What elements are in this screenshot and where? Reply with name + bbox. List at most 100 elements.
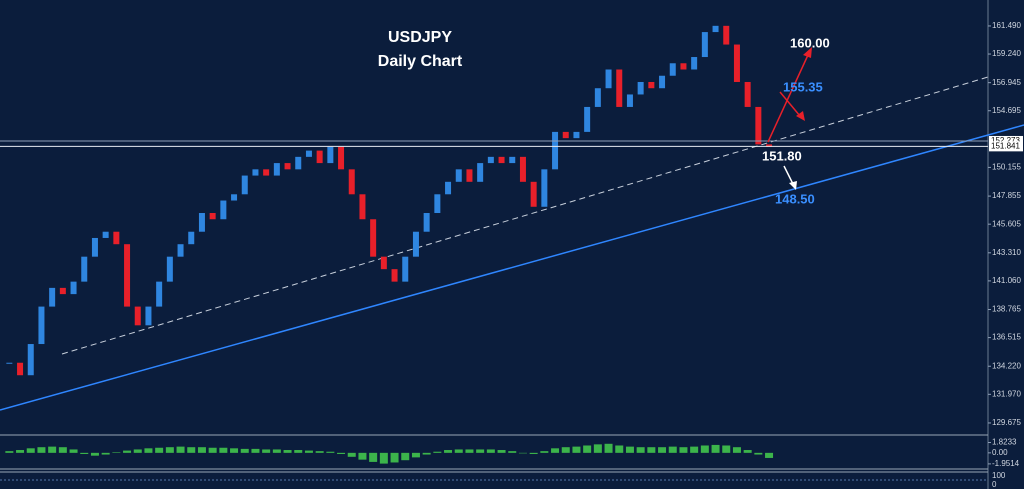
macd-bar <box>540 451 549 453</box>
macd-bar <box>240 448 249 453</box>
trend-line-dashed <box>61 76 989 355</box>
level-box <box>989 135 1023 146</box>
macd-bar <box>722 445 731 453</box>
macd-bar <box>401 452 410 461</box>
candle <box>113 231 120 245</box>
macd-bar <box>615 445 624 453</box>
macd-bar <box>294 450 303 453</box>
y-tick-label: 0.00 <box>992 448 1008 457</box>
candle <box>198 213 205 232</box>
y-tick-label: 134.220 <box>992 361 1021 370</box>
candle <box>188 231 195 245</box>
candle <box>701 32 708 58</box>
arrow <box>779 91 801 117</box>
y-tick-label: 150.155 <box>992 163 1021 172</box>
candle <box>712 25 719 33</box>
level-box <box>989 141 1023 152</box>
arrow <box>783 165 794 185</box>
candle <box>637 81 644 95</box>
macd-bar <box>165 447 174 453</box>
candle <box>594 88 601 107</box>
level-label: 151.841 <box>991 141 1020 150</box>
macd-bar <box>444 450 453 453</box>
candle <box>605 69 612 89</box>
macd-bar <box>508 451 517 453</box>
candle <box>316 150 323 164</box>
macd-bar <box>700 445 709 453</box>
macd-bar <box>369 452 378 462</box>
macd-bar <box>497 450 506 453</box>
candle <box>134 306 141 326</box>
candle <box>209 213 216 220</box>
candle <box>659 75 666 89</box>
macd-bar <box>112 452 121 453</box>
macd-bar <box>262 449 271 453</box>
candle <box>327 146 334 164</box>
y-tick-label: -1.9514 <box>992 459 1020 468</box>
candle <box>445 181 452 195</box>
macd-bar <box>304 450 313 453</box>
candle <box>541 169 548 207</box>
candle <box>402 256 409 282</box>
candle <box>305 150 312 157</box>
macd-bar <box>551 448 560 453</box>
macd-bar <box>37 447 46 453</box>
arrow-head <box>796 111 805 121</box>
pane-label: 100 <box>992 471 1006 480</box>
arrow-head <box>803 47 812 58</box>
macd-bar <box>230 448 239 453</box>
macd-bar <box>155 447 164 453</box>
chart-subtitle: Daily Chart <box>378 53 463 70</box>
candle <box>434 194 441 214</box>
macd-bar <box>486 449 495 453</box>
candle <box>509 156 516 164</box>
macd-bar <box>604 443 613 453</box>
y-tick-label: 147.855 <box>992 191 1021 200</box>
y-tick-label: 156.945 <box>992 78 1021 87</box>
candle <box>498 156 505 164</box>
candle <box>626 94 633 107</box>
candle <box>648 81 655 89</box>
macd-bar <box>347 452 356 457</box>
macd-bar <box>144 448 153 453</box>
candle <box>102 231 109 238</box>
y-tick-label: 129.675 <box>992 418 1021 427</box>
candle <box>348 169 355 195</box>
macd-bar <box>58 447 67 453</box>
y-tick-label: 131.970 <box>992 389 1021 398</box>
trend-line <box>0 124 1024 411</box>
macd-bar <box>454 449 463 453</box>
pane-label: 0 <box>992 480 997 489</box>
candle <box>220 200 227 220</box>
macd-bar <box>636 447 645 453</box>
macd-bar <box>732 447 741 453</box>
candle <box>616 69 623 107</box>
macd-bar <box>208 447 217 453</box>
candle <box>423 213 430 232</box>
candle <box>487 156 494 164</box>
candle <box>124 244 131 307</box>
macd-bar <box>561 447 570 453</box>
macd-bar <box>593 444 602 453</box>
macd-bar <box>90 452 99 456</box>
candle <box>295 156 302 170</box>
candle <box>477 163 484 182</box>
candle <box>145 306 152 326</box>
candle <box>455 169 462 182</box>
macd-bar <box>658 447 667 453</box>
macd-bar <box>80 452 89 454</box>
candle <box>391 269 398 282</box>
macd-bar <box>48 446 57 453</box>
candle <box>231 194 238 201</box>
chart-title: USDJPY <box>388 29 452 46</box>
macd-bar <box>679 447 688 453</box>
y-tick-label: 136.515 <box>992 333 1021 342</box>
macd-bar <box>197 447 206 453</box>
macd-bar <box>16 450 25 453</box>
candle <box>70 281 77 295</box>
macd-bar <box>337 452 346 454</box>
macd-bar <box>647 447 656 453</box>
macd-bar <box>583 445 592 453</box>
